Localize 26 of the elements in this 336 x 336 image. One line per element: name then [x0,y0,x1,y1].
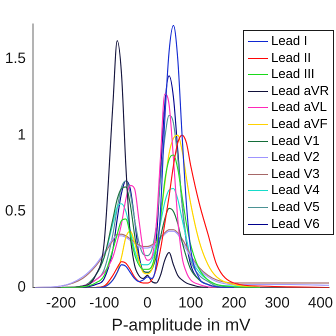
y-tick-label: 0.5 [4,202,26,220]
y-tick-label: 0 [18,278,26,296]
legend-label: Lead V6 [270,216,321,232]
y-tick-label: 1 [18,126,26,144]
x-tick-label: 200 [221,294,246,312]
x-tick-label: -100 [89,294,120,312]
line-series [60,154,261,288]
legend-label: Lead aVL [270,99,328,116]
legend-label: Lead III [270,66,316,83]
legend-label: Lead aVF [270,116,329,133]
x-tick-label: -200 [46,294,76,312]
legend-label: Lead aVR [270,82,329,100]
legend-label: Lead II [270,50,312,66]
y-tick-label: 1.5 [4,50,26,68]
line-series [94,24,235,288]
x-tick-label: 0 [143,294,152,312]
legend-label: Lead V3 [270,166,321,182]
legend-label: Lead V4 [270,182,321,199]
legend-label: Lead V2 [270,149,321,166]
legend-label: Lead V1 [270,132,321,150]
x-tick-label: 100 [178,294,204,312]
legend-label: Lead I [270,33,308,50]
x-tick-label: 300 [264,294,290,312]
legend-label: Lead V5 [270,198,321,216]
x-axis-title: P-amplitude in mV [112,315,252,334]
x-tick-label: 400 [308,294,333,312]
